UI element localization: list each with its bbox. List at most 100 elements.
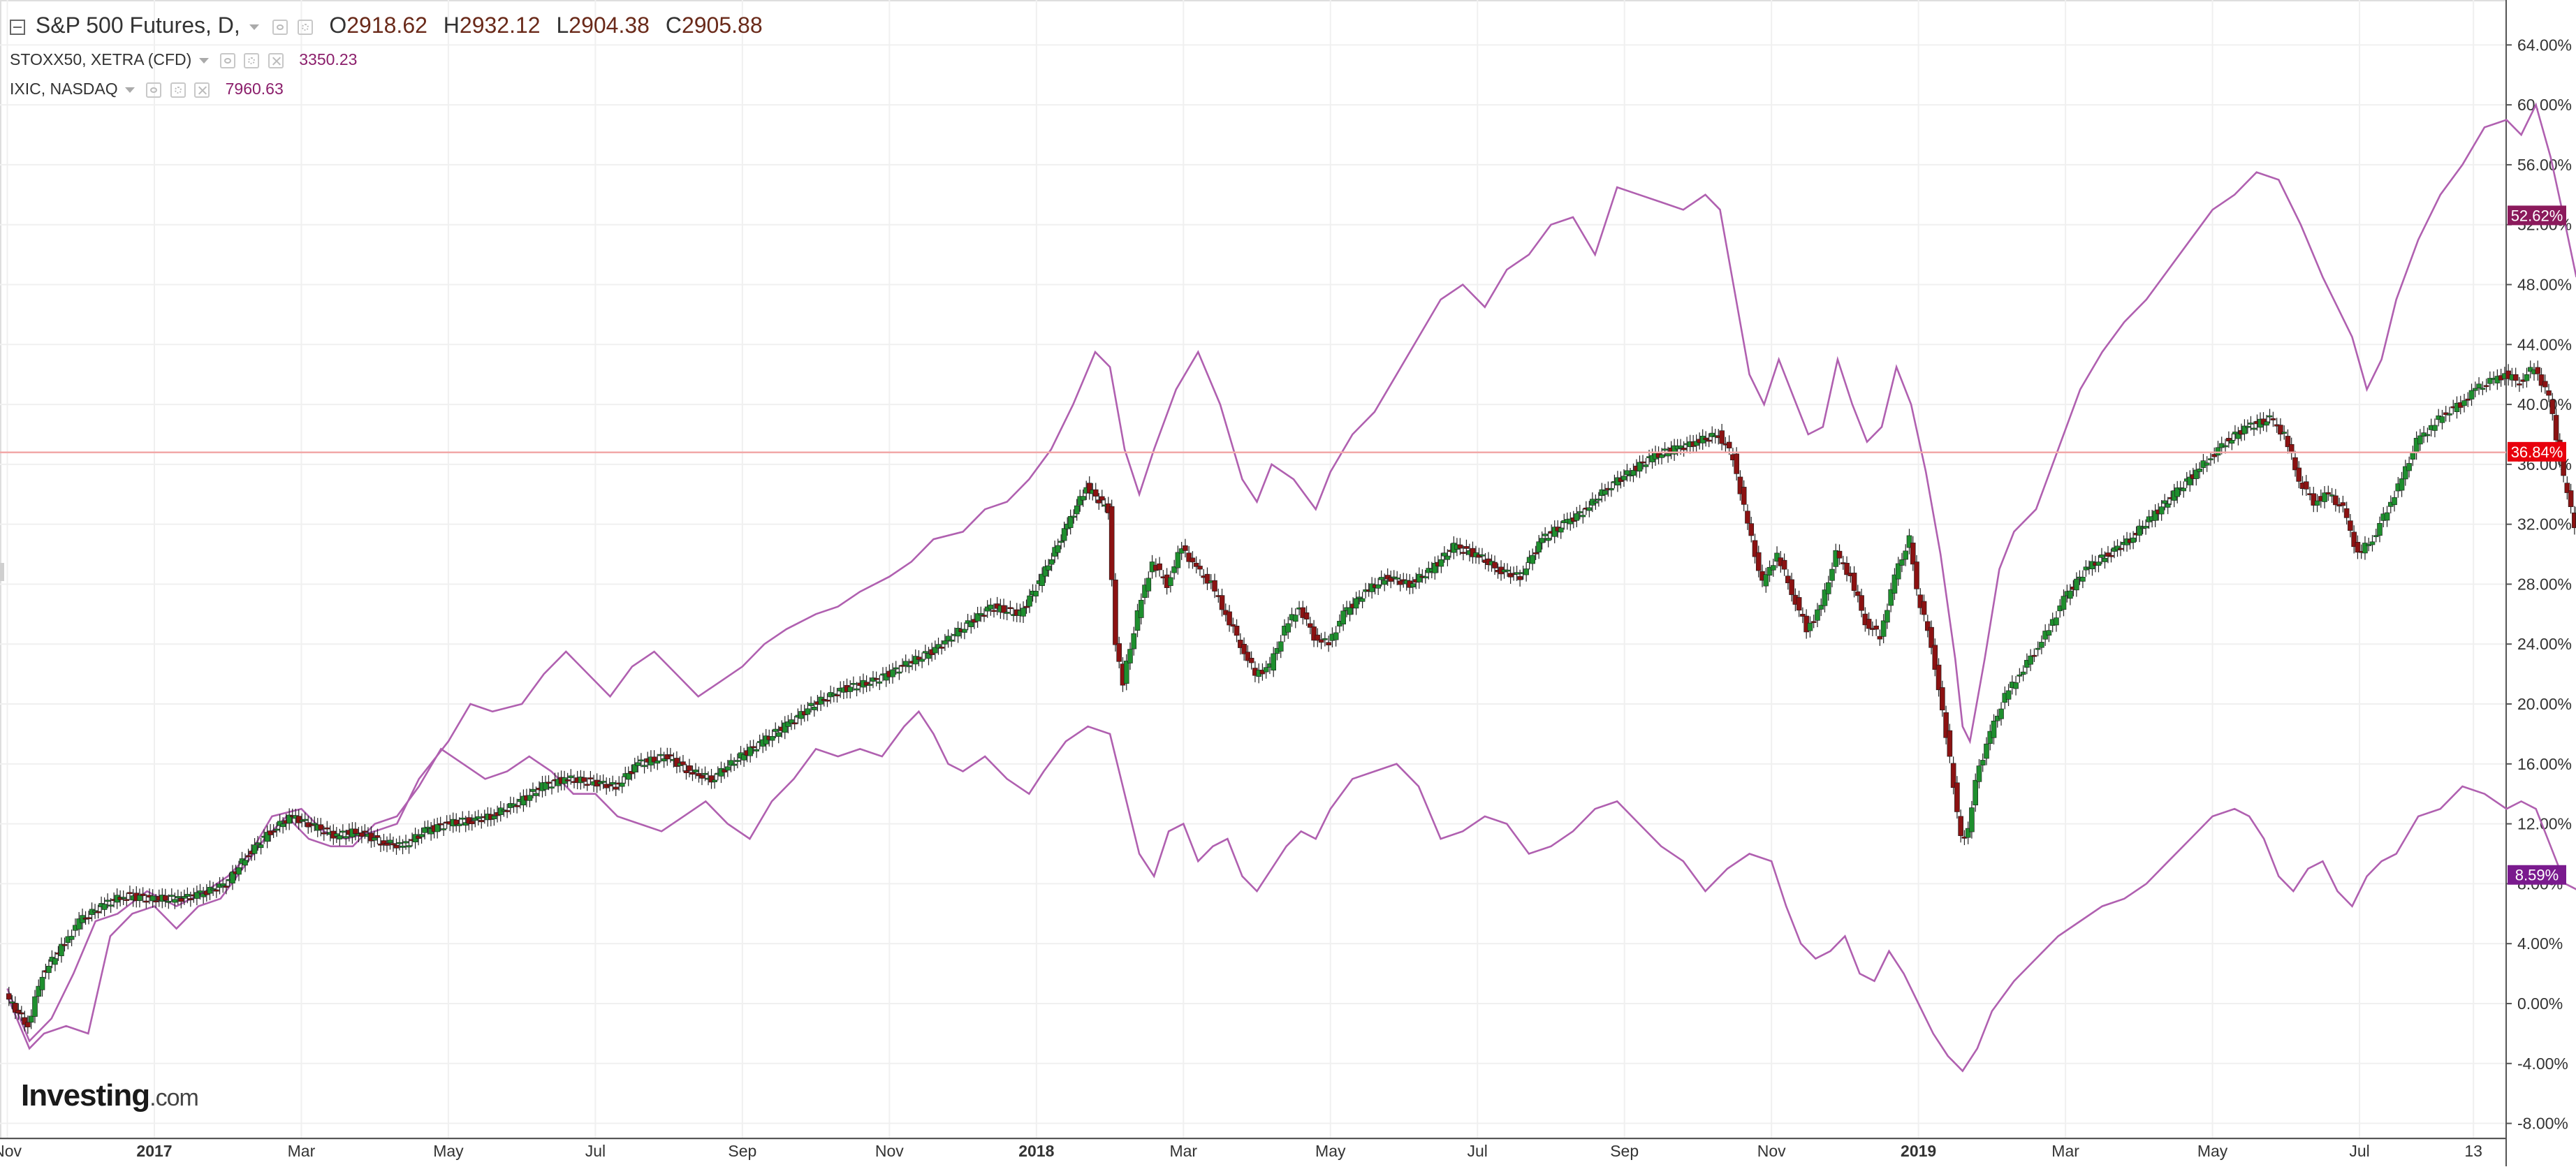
candle-down <box>1238 640 1243 648</box>
candle-up <box>785 721 791 727</box>
candle-up <box>511 803 517 807</box>
candle-up <box>1027 595 1032 607</box>
candle-up <box>2399 478 2405 491</box>
compare-ixic-title[interactable]: IXIC, NASDAQ <box>10 80 118 98</box>
candle-down <box>2348 520 2353 531</box>
candle-down <box>1954 782 1960 812</box>
candle-up <box>1822 589 1828 606</box>
candle-down <box>863 682 870 686</box>
candle-down <box>140 893 146 896</box>
candle-up <box>1965 828 1971 838</box>
candle-down <box>416 835 421 839</box>
candle-up <box>968 622 974 627</box>
eye-icon[interactable] <box>272 19 288 35</box>
candle-up <box>1766 566 1773 576</box>
candle-up <box>2245 425 2251 428</box>
candle-up <box>1998 708 2004 719</box>
candle-down <box>86 917 92 920</box>
candle-up <box>2248 423 2254 425</box>
candle-down <box>393 844 400 849</box>
candle-down <box>664 754 671 760</box>
candle-up <box>610 782 616 785</box>
candle-up <box>1058 541 1064 543</box>
candle-up <box>2329 494 2335 497</box>
candle-up <box>1444 555 1451 560</box>
gear-icon[interactable] <box>244 52 260 68</box>
candle-up <box>1545 538 1551 541</box>
chevron-down-icon[interactable] <box>125 87 136 93</box>
candle-down <box>1197 566 1203 570</box>
candle-down <box>2211 454 2218 457</box>
eye-icon[interactable] <box>146 82 162 98</box>
candle-down <box>1311 626 1317 641</box>
candle-down <box>2285 436 2291 448</box>
candle-up <box>520 795 527 806</box>
candle-up <box>568 775 574 779</box>
candle-down <box>2031 654 2037 657</box>
candle-up <box>207 887 213 894</box>
candle-down <box>1752 540 1758 557</box>
candle-up <box>600 781 606 783</box>
candle-up <box>988 604 994 610</box>
candle-down <box>1532 552 1539 555</box>
candle-down <box>270 830 277 833</box>
candle-down <box>683 770 689 774</box>
candle-down <box>2325 492 2332 494</box>
candle-up <box>712 779 717 782</box>
candle-down <box>1113 579 1118 645</box>
candle-down <box>2118 548 2123 550</box>
y-tick-label: -8.00% <box>2517 1115 2568 1133</box>
candle-up <box>2187 476 2193 485</box>
close-icon[interactable] <box>194 82 210 98</box>
candle-down <box>546 781 552 784</box>
candle-up <box>1359 598 1366 602</box>
collapse-legend-icon[interactable] <box>10 19 25 35</box>
candle-down <box>1943 712 1949 738</box>
candle-up <box>1665 453 1671 457</box>
gear-icon[interactable] <box>298 19 314 35</box>
close-icon[interactable] <box>268 52 284 68</box>
candle-up <box>2322 492 2327 502</box>
candle-up <box>197 890 203 893</box>
chevron-down-icon[interactable] <box>249 24 259 30</box>
candle-up <box>36 985 42 997</box>
candle-up <box>728 760 734 766</box>
candle-down <box>1737 476 1743 494</box>
candle-up <box>847 687 854 692</box>
candle-down <box>824 699 830 702</box>
candle-up <box>1438 559 1444 567</box>
candle-up <box>974 613 981 622</box>
candle-up <box>52 958 58 965</box>
candle-down <box>2564 483 2570 493</box>
candle-down <box>873 677 879 680</box>
candle-up <box>2174 487 2181 497</box>
eye-icon[interactable] <box>220 52 236 68</box>
compare-stoxx-title[interactable]: STOXX50, XETRA (CFD) <box>10 50 192 68</box>
candle-down <box>1851 573 1857 592</box>
candle-up <box>1146 578 1152 592</box>
candle-up <box>2377 523 2383 536</box>
candle-up <box>533 793 539 796</box>
candle-down <box>1741 487 1747 505</box>
candle-down <box>2549 399 2556 414</box>
candle-down <box>2226 438 2232 441</box>
candle-up <box>1662 448 1668 451</box>
candle-up <box>1175 552 1181 568</box>
candle-up <box>2229 439 2235 444</box>
gear-icon[interactable] <box>170 82 186 98</box>
main-symbol-title[interactable]: S&P 500 Futures, D, <box>35 13 240 38</box>
candle-down <box>1929 626 1934 648</box>
candle-up <box>1586 507 1593 511</box>
logo-suffix: .com <box>149 1085 199 1111</box>
candle-down <box>95 911 101 913</box>
candle-up <box>1285 623 1291 633</box>
candle-up <box>236 867 242 875</box>
candle-up <box>1643 464 1649 467</box>
candle-up <box>491 815 497 819</box>
candle-down <box>1781 559 1787 570</box>
candle-up <box>230 872 235 883</box>
candle-up <box>2373 535 2379 537</box>
candle-down <box>1748 523 1755 536</box>
chevron-down-icon[interactable] <box>198 57 209 64</box>
